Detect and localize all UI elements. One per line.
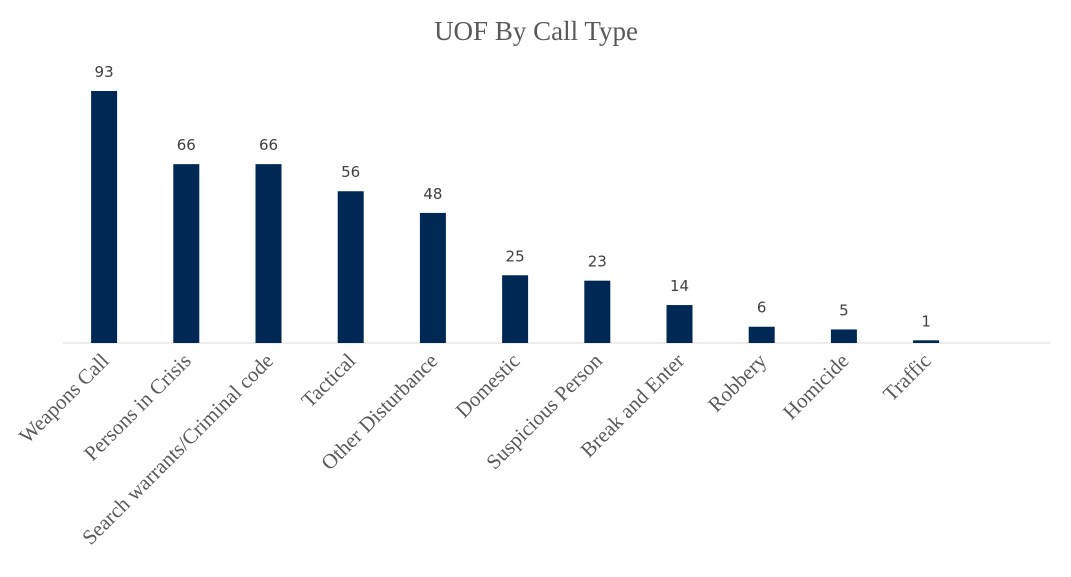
chart-title: UOF By Call Type (434, 16, 638, 46)
bar (830, 329, 857, 343)
x-tick-label: Homicide (778, 349, 854, 425)
bar (748, 326, 775, 343)
data-label: 5 (839, 301, 849, 319)
data-label: 6 (757, 299, 767, 317)
x-tick-label: Traffic (878, 349, 935, 406)
x-tick-label: Tactical (296, 348, 360, 412)
bar (584, 280, 611, 343)
data-label: 25 (506, 247, 525, 265)
bar (337, 191, 364, 343)
data-label: 1 (921, 312, 931, 330)
bar (255, 164, 282, 343)
bar (419, 212, 446, 343)
data-label: 93 (95, 63, 114, 81)
bar (666, 305, 693, 343)
bar (913, 340, 940, 343)
x-tick-label: Domestic (451, 349, 525, 423)
bar (91, 90, 118, 343)
data-label: 23 (588, 253, 607, 271)
data-label: 14 (670, 277, 689, 295)
data-label: 48 (423, 185, 442, 203)
data-label: 66 (177, 136, 196, 154)
bar (502, 275, 529, 343)
data-label: 66 (259, 136, 278, 154)
x-tick-label: Robbery (703, 348, 771, 416)
data-label: 56 (341, 163, 360, 181)
bar (173, 164, 200, 343)
